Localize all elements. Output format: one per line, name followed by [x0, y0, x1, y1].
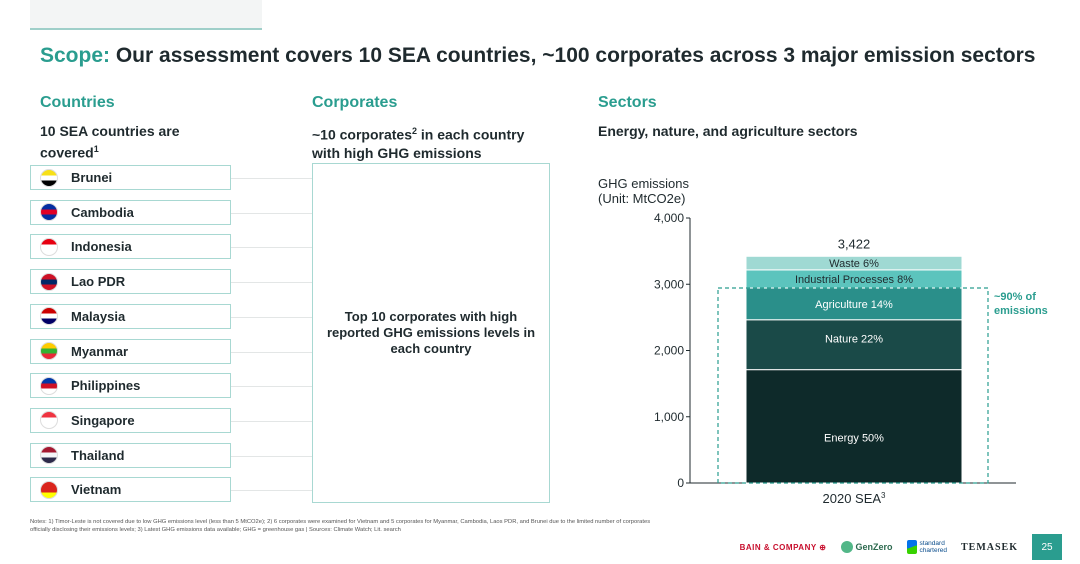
country-item: Vietnam — [30, 477, 231, 503]
x-category-footnote-ref: 3 — [881, 491, 886, 500]
country-flag-icon — [40, 446, 58, 465]
bar-segment-label: Waste 6% — [829, 258, 879, 270]
country-flag-icon — [40, 480, 58, 499]
country-name: Indonesia — [71, 239, 132, 255]
standard-chartered-mark-icon — [906, 540, 917, 554]
country-name: Vietnam — [71, 482, 122, 498]
bar-segment — [745, 319, 963, 371]
country-connector-line — [231, 316, 312, 318]
x-category-label: 2020 SEA3 — [823, 491, 887, 506]
countries-footnote-ref: 1 — [93, 144, 99, 154]
page-number: 25 — [1032, 534, 1062, 560]
country-item: Malaysia — [30, 303, 231, 329]
country-name: Malaysia — [71, 308, 126, 324]
country-connector-line — [231, 178, 312, 179]
country-name: Philippines — [71, 378, 141, 394]
y-tick-label: 3,000 — [654, 277, 684, 291]
sc-line1: standard — [919, 540, 945, 547]
corporates-subheading: ~10 corporates2 in each country with hig… — [312, 122, 552, 162]
country-flag-icon — [40, 168, 58, 187]
country-flag-icon — [40, 272, 58, 291]
temasek-logo: TEMASEK — [960, 541, 1018, 553]
bar-total-label: 3,422 — [838, 236, 871, 251]
coverage-annotation-line1: ~90% of — [994, 291, 1036, 303]
country-connector-line — [231, 455, 312, 457]
countries-subheading: 10 SEA countries are covered1 — [40, 122, 220, 162]
country-flag-icon — [40, 203, 58, 222]
bain-logo: BAIN & COMPANY ⊕ — [739, 542, 827, 552]
genzero-mark-icon — [840, 541, 853, 553]
country-connector-line — [231, 490, 312, 492]
country-flag-icon — [40, 307, 58, 326]
country-connector-line — [231, 212, 312, 214]
country-item: Philippines — [30, 373, 231, 399]
sc-line2: chartered — [919, 547, 947, 554]
country-item: Brunei — [30, 165, 231, 190]
footnotes: Notes: 1) Timor-Leste is not covered due… — [30, 519, 651, 533]
country-flag-icon — [40, 237, 58, 256]
y-tick-label: 4,000 — [654, 211, 684, 225]
top-accent-rule — [30, 0, 262, 30]
page-title: Scope: Our assessment covers 10 SEA coun… — [40, 44, 1035, 68]
country-name: Singapore — [71, 412, 135, 428]
country-name: Brunei — [71, 170, 113, 185]
ghg-emissions-chart: 0 1,000 2,000 3,000 4,000 Energy 50% Nature 22… — [654, 211, 1048, 506]
corporates-heading: Corporates — [312, 94, 398, 111]
country-name: Cambodia — [71, 204, 134, 220]
chart-y-axis-label: GHG emissions (Unit: MtCO2e) — [598, 176, 690, 206]
y-tick-label: 0 — [677, 476, 684, 490]
country-item: Cambodia — [30, 199, 231, 225]
country-connector-line — [231, 351, 312, 353]
country-connector-line — [231, 247, 312, 249]
country-flag-icon — [40, 342, 58, 360]
countries-subheading-text: 10 SEA countries are covered — [40, 123, 180, 161]
country-item: Lao PDR — [30, 269, 231, 295]
corporates-box: Top 10 corporates with high reported GHG… — [312, 163, 550, 503]
y-tick-label: 2,000 — [654, 344, 684, 358]
coverage-bracket — [717, 287, 989, 484]
country-connector-line — [231, 386, 312, 388]
country-name: Thailand — [71, 447, 125, 463]
countries-heading: Countries — [40, 94, 115, 111]
country-name: Myanmar — [71, 343, 129, 359]
country-item: Singapore — [30, 407, 231, 433]
corporates-footnote-ref: 2 — [412, 126, 418, 136]
title-rest: Our assessment covers 10 SEA countries, … — [110, 44, 1036, 67]
footer-logos: BAIN & COMPANY ⊕ GenZero standard charter… — [740, 530, 1080, 564]
sectors-subheading: Energy, nature, and agriculture sectors — [598, 123, 858, 139]
coverage-annotation-line2: emissions — [994, 305, 1048, 317]
corporates-box-text: Top 10 corporates with high reported GHG… — [326, 309, 536, 356]
country-item: Indonesia — [30, 234, 231, 260]
bar-segment-label: Industrial Processes 8% — [795, 274, 913, 286]
genzero-logo: GenZero — [840, 541, 893, 553]
standard-chartered-logo: standard chartered — [906, 540, 947, 554]
country-connector-line — [231, 420, 312, 422]
sectors-heading: Sectors — [598, 94, 657, 111]
bain-logo-text: BAIN & COMPANY — [739, 542, 817, 552]
corporates-subheading-pre: ~10 corporates — [312, 126, 412, 143]
country-item: Thailand — [30, 442, 231, 468]
country-flag-icon — [40, 411, 58, 430]
corporates-subheading-post: in each country with high GHG emissions — [312, 126, 525, 161]
bar-segment — [745, 287, 963, 321]
title-lead: Scope: — [40, 44, 111, 67]
y-tick-label: 1,000 — [654, 410, 684, 424]
country-name: Lao PDR — [71, 274, 126, 290]
bar-segment-label: Nature 22% — [825, 334, 883, 346]
bar-segment-label: Energy 50% — [824, 433, 884, 445]
bar-segment-label: Agriculture 14% — [815, 299, 893, 311]
country-connector-line — [231, 282, 312, 284]
bar-segment — [745, 255, 963, 271]
country-flag-icon — [40, 376, 58, 395]
genzero-logo-text: GenZero — [855, 542, 893, 552]
country-item: Myanmar — [30, 338, 231, 364]
bar-segment — [745, 369, 963, 484]
